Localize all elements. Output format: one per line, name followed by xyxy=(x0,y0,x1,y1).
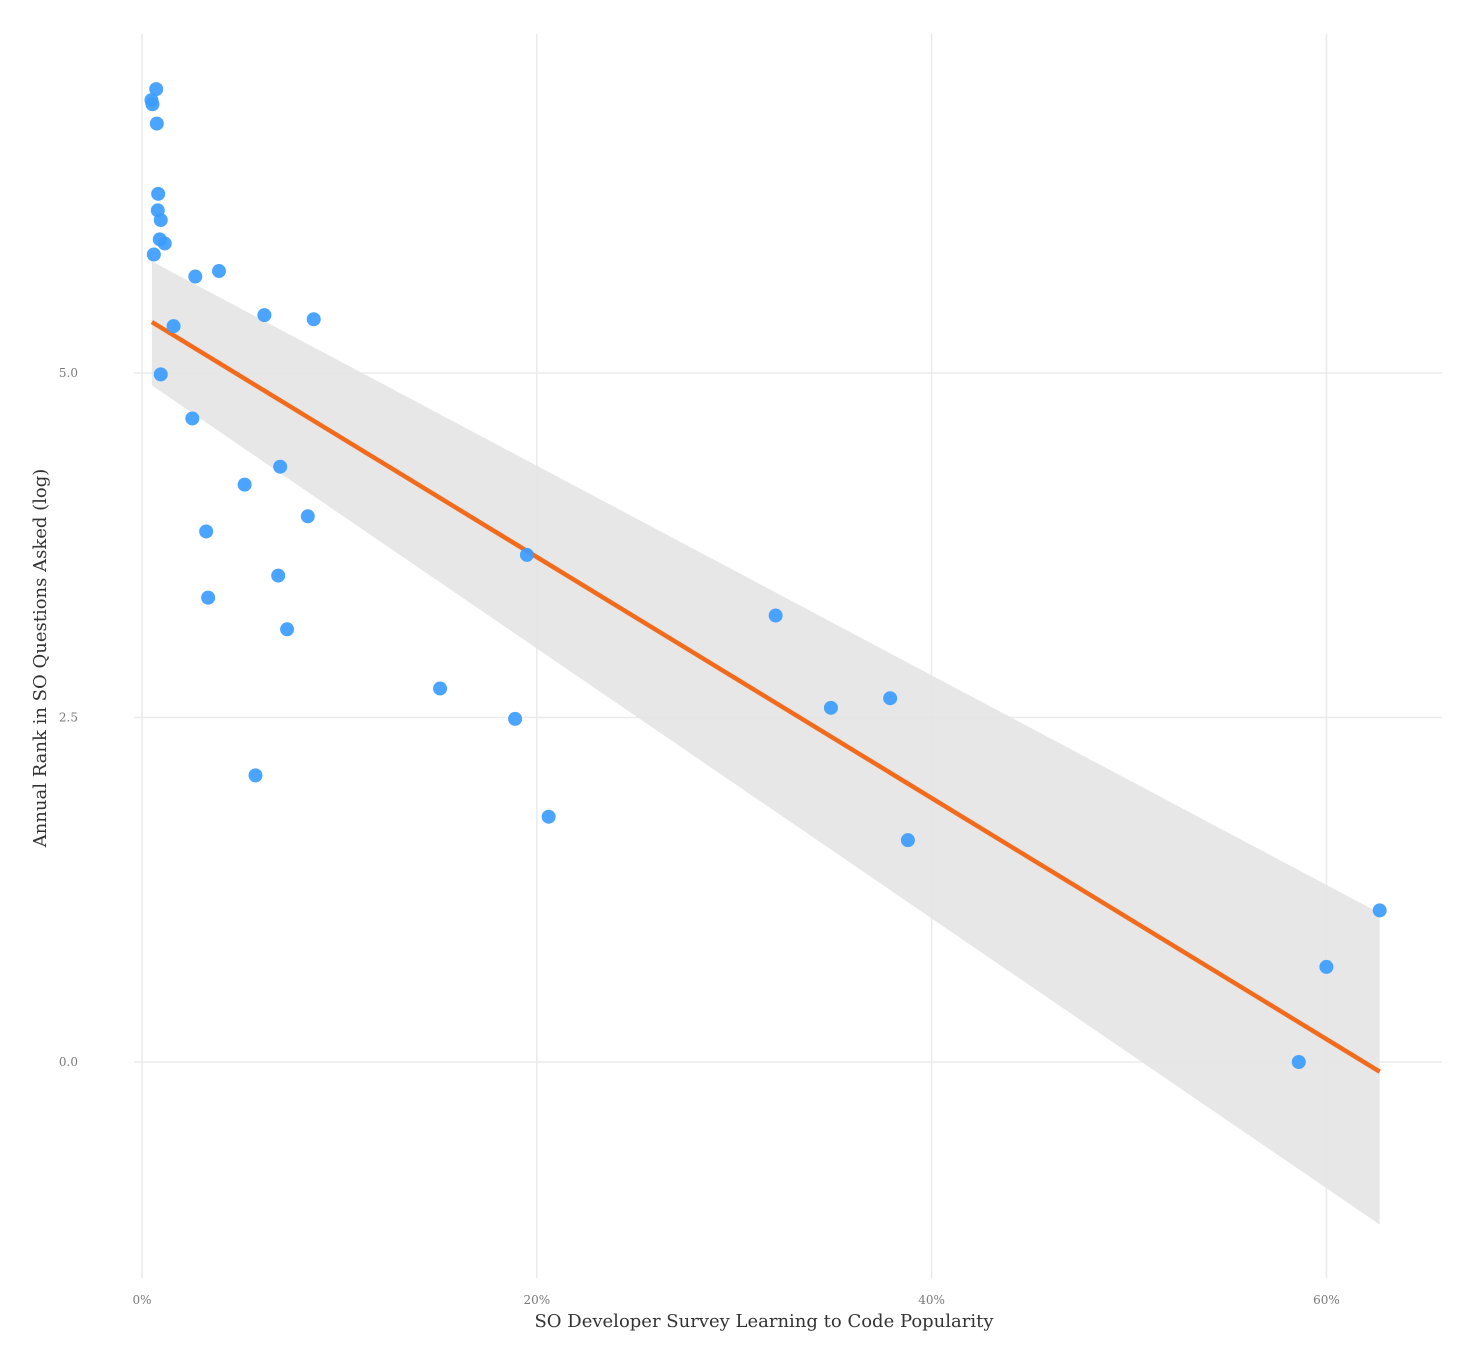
trend-line-group xyxy=(150,320,1381,1074)
data-point xyxy=(157,236,172,251)
data-point xyxy=(823,700,838,715)
data-point xyxy=(201,590,216,605)
data-point xyxy=(185,411,200,426)
data-point xyxy=(1372,903,1387,918)
data-point xyxy=(153,367,168,382)
y-axis-title: Annual Rank in SO Questions Asked (log) xyxy=(30,469,51,849)
data-point xyxy=(211,264,226,279)
data-point xyxy=(433,681,448,696)
data-point xyxy=(541,809,556,824)
data-point xyxy=(257,308,272,323)
data-point xyxy=(166,319,181,334)
trend-line xyxy=(150,320,1381,1074)
x-tick-label: 60% xyxy=(1313,1293,1340,1307)
data-point xyxy=(149,116,164,131)
data-point xyxy=(273,459,288,474)
x-tick-label: 20% xyxy=(523,1293,550,1307)
data-point xyxy=(508,711,523,726)
y-tick-label: 5.0 xyxy=(59,366,78,380)
data-point xyxy=(188,269,203,284)
tick-labels: 0% 20% 40% 60% 0.0 2.5 5.0 xyxy=(59,366,1340,1307)
x-tick-label: 0% xyxy=(132,1293,151,1307)
data-point xyxy=(248,768,263,783)
data-point xyxy=(149,82,164,97)
data-point xyxy=(199,524,214,539)
data-point xyxy=(883,691,898,706)
data-point xyxy=(280,622,295,637)
data-point xyxy=(146,247,161,262)
data-point xyxy=(151,186,166,201)
y-tick-label: 2.5 xyxy=(59,711,78,725)
y-tick-label: 0.0 xyxy=(59,1055,78,1069)
data-point xyxy=(519,547,534,562)
x-tick-label: 40% xyxy=(918,1293,945,1307)
data-point xyxy=(900,833,915,848)
data-point xyxy=(1319,959,1334,974)
data-point xyxy=(300,509,315,524)
data-point xyxy=(768,608,783,623)
confidence-band-group xyxy=(151,261,1380,1225)
x-axis-title: SO Developer Survey Learning to Code Pop… xyxy=(534,1311,994,1332)
data-point xyxy=(306,312,321,327)
data-point xyxy=(1291,1055,1306,1069)
data-point xyxy=(145,97,160,112)
data-point xyxy=(271,568,286,583)
data-point xyxy=(237,477,252,492)
data-point xyxy=(153,213,168,228)
confidence-band xyxy=(151,261,1380,1225)
scatter-points xyxy=(144,82,1387,1069)
